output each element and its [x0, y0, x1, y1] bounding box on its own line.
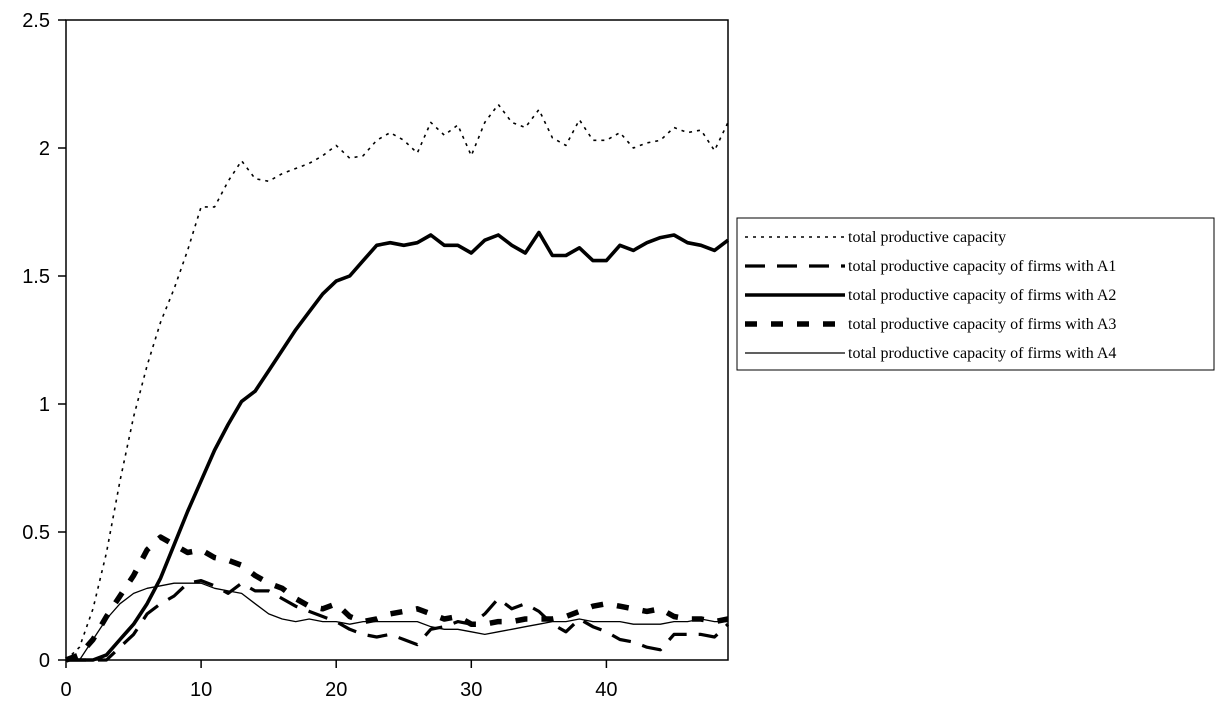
legend-label-5: total productive capacity of firms with …	[848, 345, 1116, 362]
series-line-5	[66, 582, 728, 661]
series-line-3	[66, 230, 730, 662]
x-axis: 0 10 20 30 40	[60, 660, 618, 701]
x-tick-label: 10	[190, 679, 212, 701]
y-tick-label: 0	[39, 650, 50, 672]
x-tick-label: 20	[325, 679, 347, 701]
series-line-2	[66, 578, 730, 662]
x-tick-label: 0	[60, 679, 71, 701]
y-tick-label: 1	[39, 394, 50, 416]
legend-label-1: total productive capacity	[848, 229, 1006, 246]
y-tick-label: 2.5	[22, 10, 50, 32]
legend-label-3: total productive capacity of firms with …	[848, 287, 1116, 304]
y-tick-label: 2	[39, 138, 50, 160]
series-layer	[65, 103, 730, 663]
x-tick-label: 30	[460, 679, 482, 701]
series-line-1	[65, 103, 729, 661]
series-line-4	[65, 534, 729, 663]
y-axis: 0 0.5 1 1.5 2 2.5	[22, 10, 66, 672]
x-tick-label: 40	[595, 679, 617, 701]
legend: total productive capacity total productiv…	[736, 217, 1215, 371]
plot-frame	[65, 19, 729, 661]
legend-label-4: total productive capacity of firms with …	[848, 316, 1116, 333]
legend-label-2: total productive capacity of firms with …	[848, 258, 1116, 275]
y-tick-label: 1.5	[22, 266, 50, 288]
y-tick-label: 0.5	[22, 522, 50, 544]
